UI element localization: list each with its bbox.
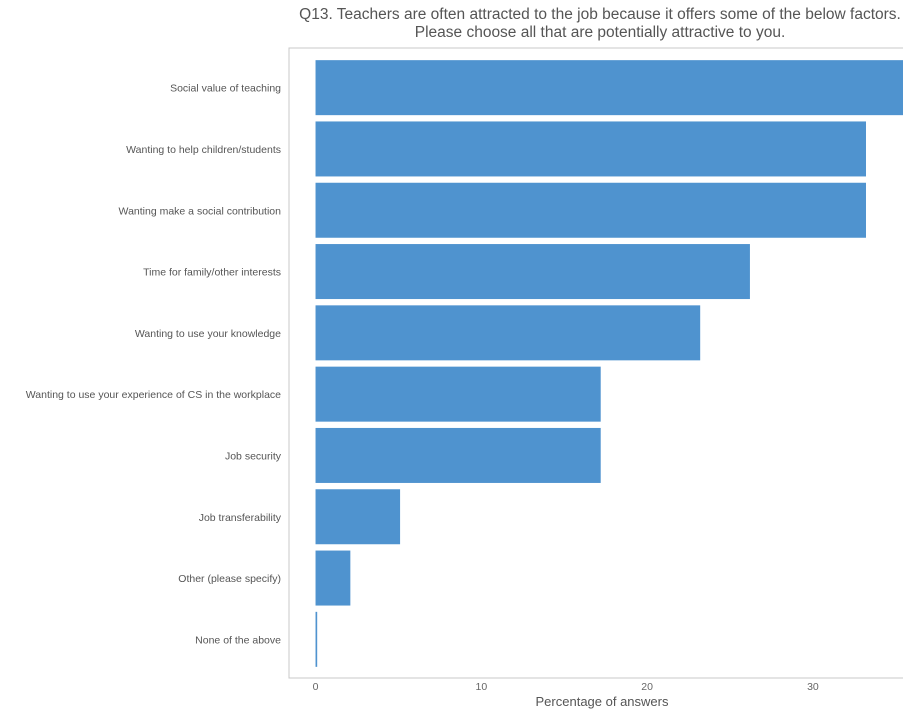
- bar-7: [315, 489, 401, 545]
- x-tick-label: 30: [807, 681, 819, 693]
- bar-0: [315, 60, 903, 116]
- bar-9: [315, 611, 318, 667]
- x-tick-label: 20: [641, 681, 653, 693]
- x-tick-label: 0: [313, 681, 319, 693]
- x-tick-label: 10: [475, 681, 487, 693]
- plot-frame: [288, 47, 903, 679]
- category-labels-group: Social value of teaching Wanting to help …: [26, 83, 282, 647]
- bar-4: [315, 305, 701, 361]
- bars-group: [315, 60, 903, 667]
- bar-5: [315, 366, 601, 422]
- bar-6: [315, 427, 601, 483]
- chart-title: Q13. Teachers are often attracted to the…: [220, 6, 903, 42]
- chart-title-line-1: Q13. Teachers are often attracted to the…: [299, 6, 901, 23]
- category-label: Social value of teaching: [170, 83, 281, 95]
- category-label: Job transferability: [199, 512, 282, 524]
- category-label: Wanting to use your experience of CS in …: [26, 389, 281, 401]
- bar-3: [315, 244, 750, 300]
- x-ticks-group: 0 10 20 30: [313, 681, 819, 693]
- bar-8: [315, 550, 351, 606]
- category-label: Time for family/other interests: [143, 267, 281, 279]
- category-label: Wanting to use your knowledge: [135, 328, 281, 340]
- bar-1: [315, 121, 866, 177]
- bar-2: [315, 182, 866, 238]
- category-label: None of the above: [195, 634, 281, 646]
- category-label: Job security: [225, 450, 282, 462]
- category-label: Wanting to help children/students: [126, 144, 281, 156]
- chart-title-line-2: Please choose all that are potentially a…: [414, 24, 786, 41]
- x-axis-title: Percentage of answers: [536, 694, 669, 709]
- category-label: Other (please specify): [178, 573, 281, 585]
- category-label: Wanting make a social contribution: [119, 205, 282, 217]
